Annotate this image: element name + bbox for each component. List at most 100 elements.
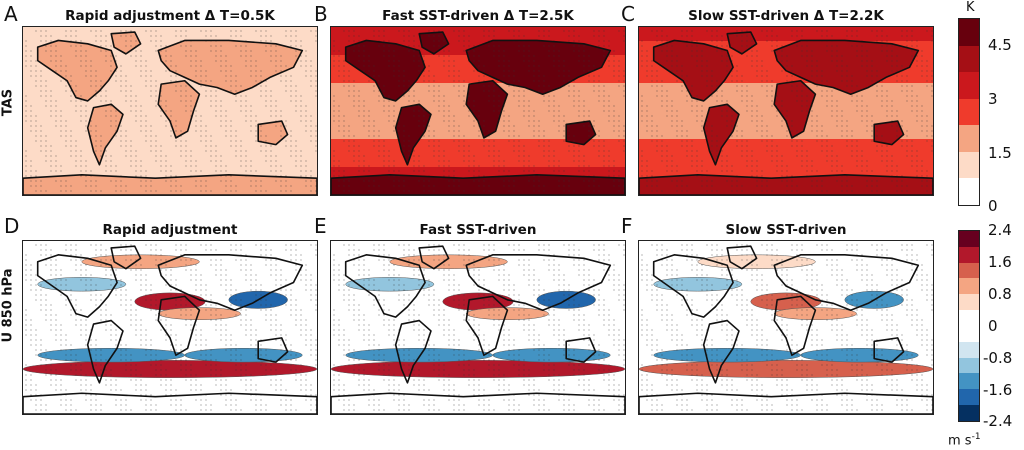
map-background <box>331 241 625 414</box>
map-background <box>23 241 317 414</box>
coastline <box>157 39 304 95</box>
coastline <box>157 79 201 139</box>
land-fill <box>345 40 426 101</box>
map-svg-a <box>23 27 317 195</box>
coastline <box>565 337 597 363</box>
map-svg-c <box>639 27 933 195</box>
panel-letter-c: C <box>621 2 635 26</box>
coastline <box>773 295 817 356</box>
coastline <box>257 120 289 146</box>
coastline <box>110 245 142 270</box>
colorbar-u850-unit-exponent: -1 <box>971 432 981 442</box>
coastline <box>394 103 432 166</box>
land-fill <box>331 174 625 195</box>
wind-anomaly-contour <box>492 348 611 363</box>
land-fill <box>395 104 431 165</box>
colorbar-tas-tick: 0 <box>988 197 998 215</box>
significance-stipple <box>641 244 933 411</box>
land-fill <box>466 40 611 95</box>
wind-anomaly-contour <box>465 307 549 320</box>
colorbar-swatch <box>959 45 979 73</box>
colorbar-u850-unit-text: m s <box>948 433 972 449</box>
coastline <box>465 254 612 311</box>
colorbar-swatch <box>959 246 979 263</box>
land-fill <box>37 40 118 101</box>
colorbar-swatch <box>959 373 979 390</box>
coastline <box>773 254 920 311</box>
significance-stipple <box>25 30 317 192</box>
colorbar-u850-tick: 2.4 <box>988 221 1012 239</box>
panel-title-e: Fast SST-driven <box>419 222 537 238</box>
coastline <box>465 79 509 139</box>
coastline <box>86 319 124 384</box>
coastline <box>773 79 817 139</box>
panel-title-f: Slow SST-driven <box>725 222 847 238</box>
coastline <box>873 337 905 363</box>
colorbar-swatch <box>959 262 979 279</box>
land-fill <box>258 121 288 145</box>
panel-title-c: Slow SST-driven Δ T=2.2K <box>688 8 884 24</box>
colorbar-swatch <box>959 19 979 46</box>
colorbar-swatch <box>959 231 979 247</box>
colorbar-tas <box>958 18 980 206</box>
panel-title-b: Fast SST-driven Δ T=2.5K <box>382 8 574 24</box>
colorbar-swatch <box>959 325 979 342</box>
colorbar-u850-tick: 1.6 <box>988 253 1012 271</box>
panel-title-a: Rapid adjustment Δ T=0.5K <box>65 8 275 24</box>
coastline <box>726 31 758 55</box>
significance-stipple <box>641 30 933 192</box>
map-panel-a <box>22 26 318 196</box>
wind-anomaly-contour <box>800 348 919 363</box>
wind-anomaly-contour <box>773 307 857 320</box>
panel-title-d: Rapid adjustment <box>102 222 238 238</box>
coastline <box>257 337 289 363</box>
colorbar-u850-tick: 0.8 <box>988 285 1012 303</box>
coastline <box>565 120 597 146</box>
colorbar-swatch <box>959 151 979 179</box>
row-label-tas: TAS <box>0 88 16 117</box>
coastline <box>36 254 118 318</box>
map-panel-c <box>638 26 934 196</box>
coastline <box>86 103 124 166</box>
wind-anomaly-contour <box>639 360 933 378</box>
land-fill <box>774 40 919 95</box>
row-label-u850: U 850 hPa <box>0 268 16 343</box>
colorbar-u850-tick: -2.4 <box>983 412 1013 430</box>
panel-letter-b: B <box>314 2 328 26</box>
temperature-band <box>639 153 933 168</box>
map-svg-b <box>331 27 625 195</box>
colorbar-swatch <box>959 178 979 206</box>
coastline <box>394 319 432 384</box>
colorbar-swatch <box>959 72 979 99</box>
coastline <box>773 39 920 95</box>
colorbar-swatch <box>959 405 979 421</box>
coastline <box>36 39 118 102</box>
coastline <box>344 39 426 102</box>
colorbar-swatch <box>959 294 979 311</box>
coastline <box>652 254 734 318</box>
wind-anomaly-contour <box>157 307 241 320</box>
wind-anomaly-contour <box>345 348 493 363</box>
wind-anomaly-contour <box>345 277 435 292</box>
coastline <box>344 254 426 318</box>
map-svg-d <box>23 241 317 414</box>
panel-letter-d: D <box>4 214 20 238</box>
map-svg-e <box>331 241 625 414</box>
land-fill <box>87 104 123 165</box>
wind-anomaly-contour <box>37 348 185 363</box>
colorbar-swatch <box>959 341 979 358</box>
coastline <box>639 392 933 414</box>
colorbar-u850-tick: -0.8 <box>983 349 1013 367</box>
land-fill <box>703 104 739 165</box>
wind-anomaly-contour <box>653 277 743 292</box>
land-fill <box>158 40 303 95</box>
map-panel-f <box>638 240 934 415</box>
coastline <box>639 174 933 195</box>
colorbar-swatch <box>959 357 979 374</box>
map-panel-e <box>330 240 626 415</box>
map-panel-d <box>22 240 318 415</box>
temperature-band <box>639 27 933 42</box>
coastline <box>418 245 450 270</box>
colorbar-u850 <box>958 230 980 422</box>
panel-letter-f: F <box>621 214 633 238</box>
